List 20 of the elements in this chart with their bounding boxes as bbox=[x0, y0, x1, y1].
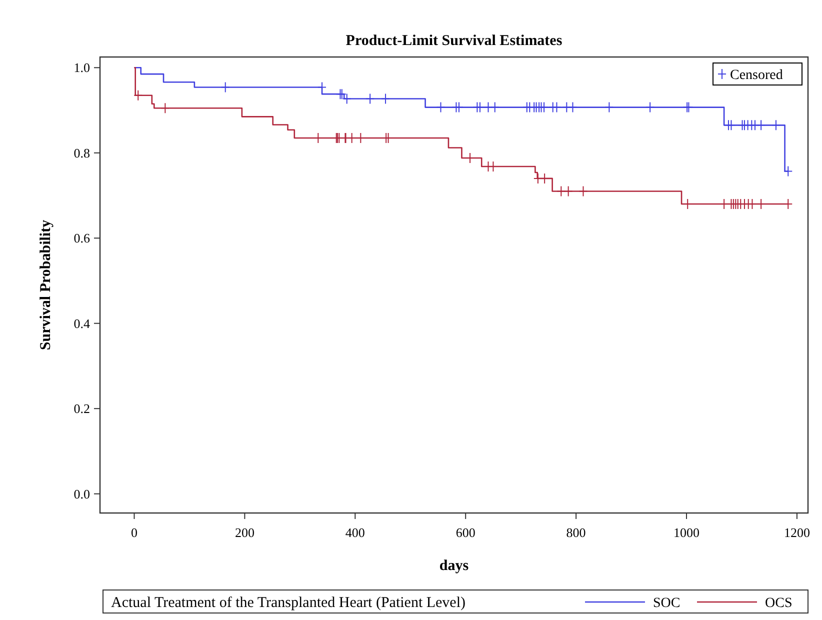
x-tick-label: 200 bbox=[234, 525, 254, 540]
y-tick-label: 0.2 bbox=[74, 401, 90, 416]
x-axis-title: days bbox=[439, 558, 469, 574]
legend-title: Actual Treatment of the Transplanted Heart (Patient Level) bbox=[111, 595, 466, 611]
x-tick-label: 400 bbox=[345, 525, 365, 540]
y-axis-title: Survival Probability bbox=[38, 219, 54, 350]
x-tick-label: 1200 bbox=[784, 525, 810, 540]
legend-label: OCS bbox=[765, 596, 792, 611]
y-tick-label: 0.8 bbox=[74, 145, 90, 160]
x-tick-label: 0 bbox=[130, 525, 138, 540]
y-tick-label: 0.4 bbox=[74, 316, 90, 331]
y-tick-label: 0.6 bbox=[74, 230, 90, 246]
legend-label: SOC bbox=[653, 596, 680, 611]
x-tick-label: 600 bbox=[456, 525, 476, 540]
x-tick-label: 1000 bbox=[674, 525, 700, 540]
legend-label: Censored bbox=[730, 68, 783, 83]
y-tick-label: 0.0 bbox=[74, 486, 90, 502]
y-tick-label: 1.0 bbox=[74, 60, 90, 76]
x-tick-label: 800 bbox=[566, 525, 586, 540]
chart-title: Product-Limit Survival Estimates bbox=[346, 33, 562, 49]
